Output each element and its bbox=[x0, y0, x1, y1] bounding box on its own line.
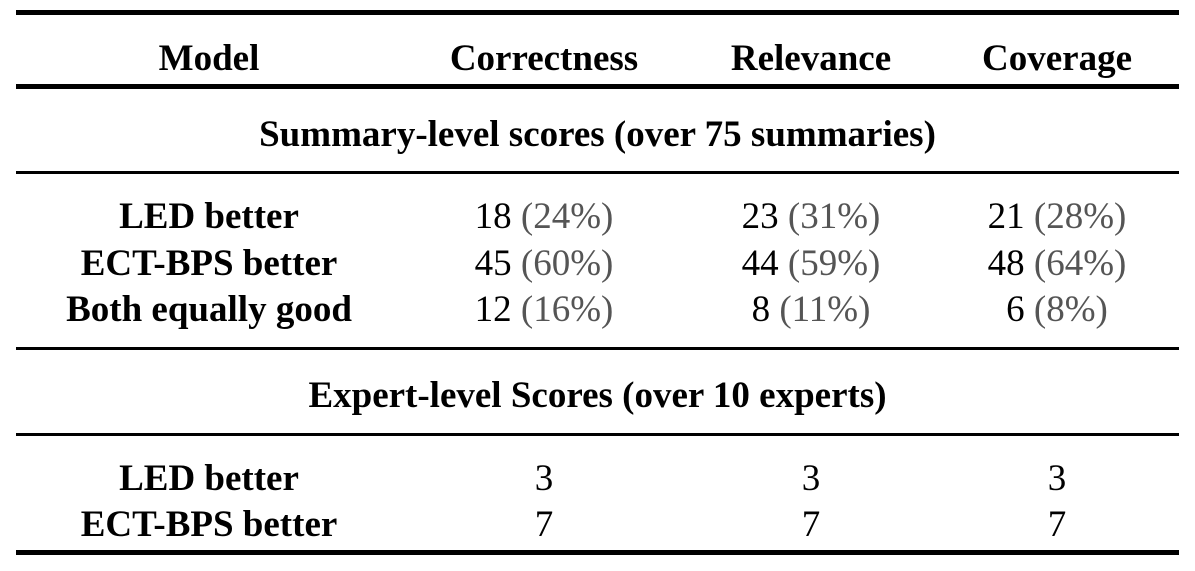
row-model-label: LED better bbox=[119, 196, 299, 237]
section-divider-rule bbox=[16, 347, 1179, 350]
percent-value: (16%) bbox=[520, 289, 614, 330]
correctness-cell: 12 (16%) bbox=[475, 291, 614, 328]
percent-value: (59%) bbox=[787, 243, 881, 284]
relevance-cell: 44 (59%) bbox=[742, 245, 881, 282]
coverage-cell: 21 (28%) bbox=[988, 198, 1127, 235]
section2-title-rule bbox=[16, 433, 1179, 436]
count-value: 8 bbox=[751, 289, 771, 330]
percent-value: (31%) bbox=[787, 196, 881, 237]
row-model-label: Both equally good bbox=[66, 289, 352, 330]
count-value: 45 bbox=[474, 243, 512, 284]
count-value: 12 bbox=[474, 289, 512, 330]
top-rule bbox=[16, 10, 1179, 15]
coverage-cell: 7 bbox=[1047, 504, 1067, 545]
coverage-cell: 3 bbox=[1047, 458, 1067, 499]
correctness-cell: 3 bbox=[534, 458, 554, 499]
section-title-summary-level: Summary-level scores (over 75 summaries) bbox=[259, 114, 936, 155]
relevance-cell: 3 bbox=[801, 458, 821, 499]
count-value: 18 bbox=[474, 196, 512, 237]
correctness-cell: 7 bbox=[534, 504, 554, 545]
percent-value: (24%) bbox=[520, 196, 614, 237]
header-model: Model bbox=[158, 38, 260, 79]
count-value: 6 bbox=[1006, 289, 1025, 330]
header-correctness: Correctness bbox=[449, 38, 639, 79]
percent-value: (8%) bbox=[1033, 289, 1108, 330]
bottom-rule bbox=[16, 550, 1179, 555]
correctness-cell: 45 (60%) bbox=[475, 245, 614, 282]
section1-title-rule bbox=[16, 171, 1179, 174]
percent-value: (11%) bbox=[779, 289, 871, 330]
coverage-cell: 48 (64%) bbox=[988, 245, 1127, 282]
header-rule bbox=[16, 84, 1179, 89]
row-model-label: LED better bbox=[119, 458, 299, 499]
count-value: 48 bbox=[987, 243, 1025, 284]
relevance-cell: 7 bbox=[801, 504, 821, 545]
section-title-expert-level: Expert-level Scores (over 10 experts) bbox=[308, 375, 887, 416]
row-model-label: ECT-BPS better bbox=[80, 243, 338, 284]
header-relevance: Relevance bbox=[730, 38, 892, 79]
count-value: 44 bbox=[741, 243, 779, 284]
percent-value: (64%) bbox=[1033, 243, 1127, 284]
percent-value: (60%) bbox=[520, 243, 614, 284]
correctness-cell: 18 (24%) bbox=[475, 198, 614, 235]
count-value: 23 bbox=[741, 196, 779, 237]
relevance-cell: 8 (11%) bbox=[752, 291, 871, 328]
relevance-cell: 23 (31%) bbox=[742, 198, 881, 235]
row-model-label: ECT-BPS better bbox=[80, 504, 338, 545]
percent-value: (28%) bbox=[1033, 196, 1127, 237]
coverage-cell: 6 (8%) bbox=[1006, 291, 1108, 328]
count-value: 21 bbox=[987, 196, 1025, 237]
header-coverage: Coverage bbox=[982, 38, 1132, 79]
